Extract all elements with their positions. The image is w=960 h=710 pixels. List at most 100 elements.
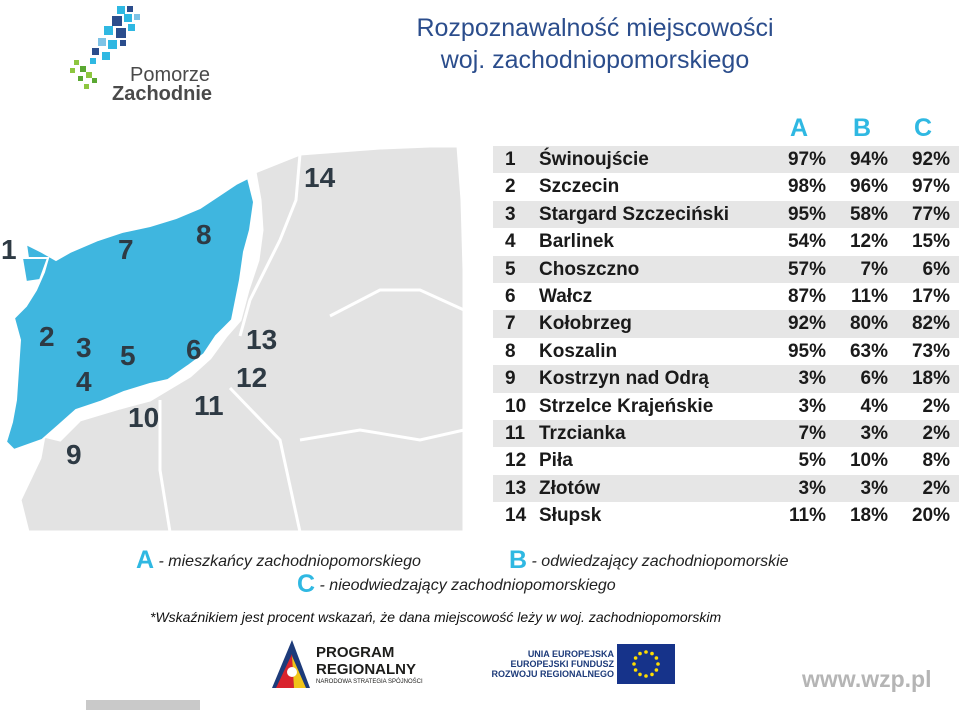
row-number: 11 [505, 422, 526, 444]
value-a: 3% [798, 395, 826, 417]
footnote: *Wskaźnikiem jest procent wskazań, że da… [150, 609, 722, 625]
row-number: 10 [505, 395, 527, 417]
pomorze-zachodnie-logo [62, 2, 232, 112]
regionalny-text: REGIONALNY [316, 661, 417, 678]
town-name: Trzcianka [539, 422, 626, 444]
value-a: 87% [787, 285, 826, 307]
map-label-6: 6 [186, 334, 202, 365]
value-c: 77% [911, 203, 950, 225]
map-label-8: 8 [196, 219, 212, 250]
value-a: 54% [787, 231, 826, 253]
map-boundary [158, 400, 172, 532]
row-number: 14 [505, 505, 527, 527]
value-a: 3% [798, 368, 826, 390]
map-label-12: 12 [236, 362, 268, 393]
value-c: 2% [922, 422, 950, 444]
table-row: 5 Choszczno 57% 7% 6% [493, 255, 959, 283]
value-a: 11% [789, 505, 826, 527]
value-b: 3% [860, 422, 888, 444]
table-row: 2 Szczecin 98% 96% 97% [493, 173, 959, 200]
map-label-1: 1 [1, 234, 17, 265]
map-label-14: 14 [304, 162, 336, 193]
map-label-2: 2 [39, 321, 55, 352]
row-number: 5 [505, 258, 516, 280]
row-number: 12 [505, 450, 527, 472]
table-row: 4 Barlinek 54% 12% 15% [493, 228, 959, 255]
town-name: Barlinek [539, 231, 614, 253]
legend-b-letter: B [509, 546, 528, 574]
map-label-5: 5 [120, 340, 136, 371]
row-number: 4 [505, 231, 516, 253]
town-name: Choszczno [539, 258, 640, 280]
town-name: Szczecin [539, 176, 620, 198]
map-boundary [238, 153, 302, 337]
map-svg [0, 140, 468, 532]
table-row: 3 Stargard Szczeciński 95% 58% 77% [493, 200, 959, 229]
row-number: 8 [505, 340, 516, 362]
column-header-c: C [914, 114, 933, 142]
map-neighbor-region [18, 144, 466, 532]
row-number: 13 [505, 477, 527, 499]
title-line-1: Rozpoznawalność miejscowości [416, 14, 774, 42]
value-a: 57% [787, 258, 826, 280]
town-name: Wałcz [539, 285, 593, 307]
value-a: 92% [787, 313, 826, 335]
column-header-b: B [853, 114, 872, 142]
table-row: 8 Koszalin 95% 63% 73% [493, 338, 959, 365]
map-label-10: 10 [128, 402, 160, 433]
logo-text-pomorze: Pomorze [130, 64, 211, 86]
program-text: PROGRAM [316, 644, 395, 661]
table-row: 11 Trzcianka 7% 3% 2% [493, 419, 959, 448]
map-boundary [329, 288, 465, 318]
map-highlight-region [4, 176, 256, 452]
eu-flag-icon [617, 644, 675, 684]
table-row: 12 Piła 5% 10% 8% [493, 447, 959, 474]
website-link[interactable]: www.wzp.pl [802, 666, 932, 692]
table-row: 9 Kostrzyn nad Odrą 3% 6% 18% [493, 365, 959, 393]
legend-c: C - nieodwiedzający zachodniopomorskiego [297, 572, 616, 597]
pomorze-logo-mark-icon [70, 6, 140, 89]
legend-a-letter: A [136, 546, 155, 574]
legend-c-text: - nieodwiedzający zachodniopomorskiego [319, 577, 616, 594]
town-name: Kostrzyn nad Odrą [539, 368, 709, 390]
legend-a: A - mieszkańcy zachodniopomorskiego [136, 546, 421, 574]
row-number: 7 [505, 313, 516, 335]
value-b: 4% [860, 395, 888, 417]
value-c: 92% [911, 149, 950, 170]
map-label-4: 4 [76, 366, 92, 397]
value-c: 8% [922, 450, 950, 472]
value-b: 7% [860, 258, 888, 280]
table-row: 1 Świnoujście 97% 94% 92% [493, 146, 959, 174]
value-c: 82% [911, 313, 950, 335]
column-header-a: A [790, 114, 809, 142]
value-b: 10% [849, 450, 888, 472]
value-b: 3% [860, 477, 888, 499]
row-number: 3 [505, 203, 516, 225]
value-c: 6% [922, 258, 950, 280]
town-name: Świnoujście [539, 149, 649, 170]
map-label-3: 3 [76, 332, 92, 363]
legend-a-text: - mieszkańcy zachodniopomorskiego [158, 553, 421, 570]
value-a: 97% [787, 149, 826, 170]
value-c: 18% [911, 368, 950, 390]
map-label-13: 13 [246, 324, 278, 355]
map-island [20, 257, 50, 284]
recognition-table: 1 Świnoujście 97% 94% 92% 2 Szczecin 98% 96% 97% 3… [493, 146, 959, 529]
value-b: 63% [849, 340, 888, 362]
map-label-7: 7 [118, 234, 134, 265]
value-b: 58% [849, 203, 888, 225]
eu-text-2: EUROPEJSKI FUNDUSZ [510, 659, 614, 669]
value-a: 95% [787, 203, 826, 225]
value-b: 94% [849, 149, 888, 170]
logo-text-zachodnie: Zachodnie [112, 83, 213, 105]
town-name: Kołobrzeg [539, 313, 632, 335]
town-name: Stargard Szczeciński [539, 203, 730, 225]
value-c: 2% [922, 477, 950, 499]
value-b: 80% [849, 313, 888, 335]
region-map [0, 140, 468, 532]
map-boundary [299, 428, 465, 442]
table-row: 7 Kołobrzeg 92% 80% 82% [493, 310, 959, 338]
program-regionalny-mark-icon [272, 640, 310, 688]
table-row: 14 Słupsk 11% 18% 20% [493, 502, 959, 529]
value-b: 6% [860, 368, 888, 390]
